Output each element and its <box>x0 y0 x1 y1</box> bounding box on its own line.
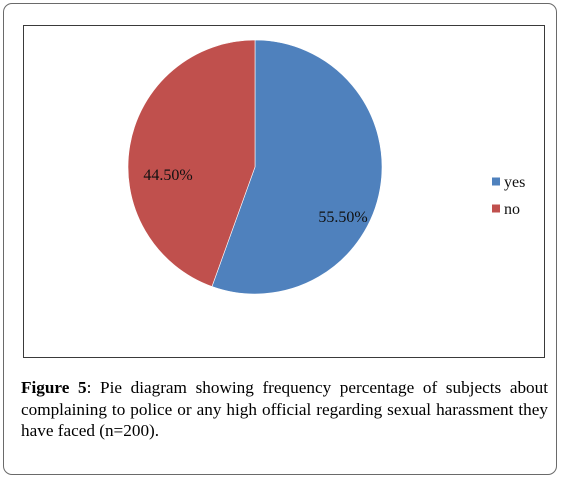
legend-swatch-yes <box>492 177 500 186</box>
chart-area: 55.50% 44.50% yes no <box>23 25 545 358</box>
data-label-no: 44.50% <box>143 167 192 184</box>
legend-label-no: no <box>504 201 520 218</box>
caption-text: : Pie diagram showing frequency percenta… <box>21 378 549 440</box>
legend-swatch-no <box>492 204 500 213</box>
pie-slice-no <box>127 39 256 287</box>
figure-label: Figure 5 <box>21 378 87 397</box>
figure-caption: Figure 5: Pie diagram showing frequency … <box>21 377 548 442</box>
figure-frame: 55.50% 44.50% yes no Figure 5: Pie diagram … <box>3 3 557 475</box>
pie-chart: 55.50% 44.50% yes no <box>127 39 525 295</box>
data-label-yes: 55.50% <box>318 209 367 226</box>
legend-label-yes: yes <box>504 174 525 191</box>
pie-slice-yes <box>211 39 383 295</box>
